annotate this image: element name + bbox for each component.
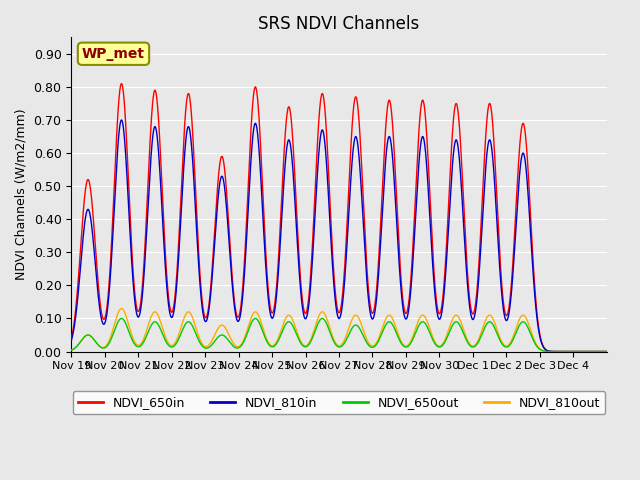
Legend: NDVI_650in, NDVI_810in, NDVI_650out, NDVI_810out: NDVI_650in, NDVI_810in, NDVI_650out, NDV… (73, 391, 605, 414)
Y-axis label: NDVI Channels (W/m2/mm): NDVI Channels (W/m2/mm) (15, 108, 28, 280)
Title: SRS NDVI Channels: SRS NDVI Channels (259, 15, 420, 33)
Text: WP_met: WP_met (82, 47, 145, 61)
